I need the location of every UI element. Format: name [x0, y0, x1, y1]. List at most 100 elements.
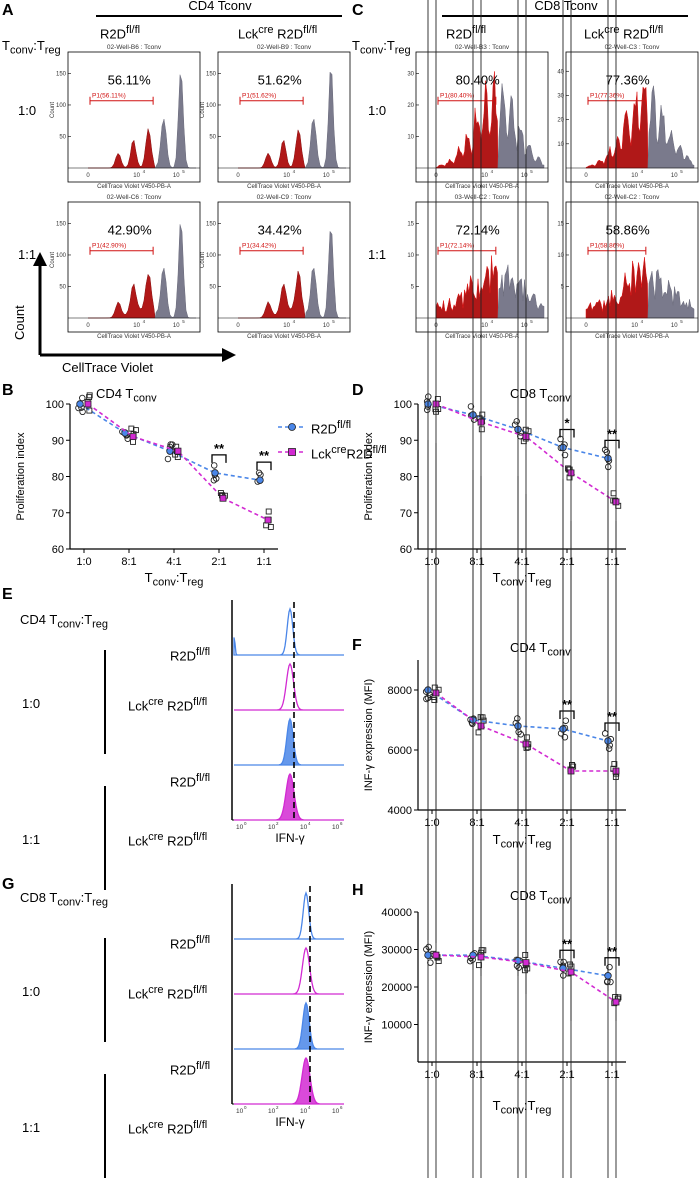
panel-c-col1: R2Dfl/fl [446, 24, 487, 42]
replicate-point [128, 425, 135, 432]
x-tick-label: 10 [236, 1108, 244, 1115]
y-tick-label: 6000 [388, 745, 412, 757]
replicate-point [603, 448, 611, 456]
count-axis-label: Count [12, 305, 27, 340]
x-tick-label: 1:1 [604, 1069, 619, 1081]
mean-point-lck [477, 953, 485, 961]
replicate-point [423, 695, 430, 703]
replicate-point [265, 508, 272, 515]
x-tick-label: 4:1 [514, 817, 529, 829]
y-tick-label: 150 [56, 221, 67, 227]
gate-percentage: 72.14% [456, 222, 501, 237]
panel-e-row-1: 1:0 [22, 696, 41, 711]
histogram-trace-4 [234, 1056, 344, 1105]
panel-a-col2: Lckcre R2Dfl/fl [238, 24, 318, 42]
x-axis-label: IFN-γ [275, 1115, 304, 1129]
y-tick-label: 20 [557, 118, 564, 124]
gate-percentage: 51.62% [258, 72, 303, 87]
significance-bracket [559, 949, 575, 959]
y-tick-label: 60 [52, 544, 64, 556]
panel-letter-g: G [2, 876, 15, 893]
significance-bracket [559, 428, 575, 438]
panel-a-col1: R2Dfl/fl [100, 24, 141, 42]
panel-a-histogram-3: P1(42.90%)42.90%02-Well-C6 : Tconv501001… [50, 194, 201, 340]
replicate-point [86, 394, 93, 401]
x-tick-label: 1:0 [424, 556, 439, 568]
x-axis-label: CellTrace Violet V450-PB-A [595, 184, 669, 190]
replicate-point [255, 469, 263, 477]
y-tick-label: 20 [407, 103, 414, 109]
panel-a-row-1: 1:0 [18, 103, 37, 118]
mean-point-lck [432, 951, 440, 959]
replicate-point [431, 697, 438, 703]
panel-e-bracket-2 [104, 786, 106, 890]
x-tick-exponent: 5 [182, 319, 185, 324]
x-axis-label: CellTrace Violet V450-PB-A [445, 184, 519, 190]
y-tick-label: 100 [206, 253, 217, 259]
panel-c-header-line [442, 15, 688, 17]
replicate-point [210, 462, 218, 469]
y-tick-label: 100 [206, 103, 217, 109]
replicate-point [515, 964, 523, 971]
x-tick-label: 1:0 [424, 1069, 439, 1081]
replicate-point [425, 943, 432, 951]
mean-point-lck [264, 516, 272, 524]
y-tick-label: 100 [394, 399, 412, 411]
replicate-point [610, 490, 617, 497]
series-line-r2d [79, 403, 261, 481]
x-tick-exponent: 5 [680, 169, 683, 174]
replicate-point [79, 408, 86, 416]
significance-bracket [559, 710, 575, 719]
well-title: 02-Well-C3 : Tconv [605, 44, 660, 51]
y-tick-label: 5 [411, 284, 415, 290]
x-tick-exponent: 4 [491, 319, 494, 324]
y-tick-label: 80 [400, 472, 412, 484]
x-tick-label: 10 [173, 173, 180, 179]
y-tick-label: 90 [400, 435, 412, 447]
panel-a-ratio-label: Tconv:Treg [2, 38, 61, 57]
y-tick-label: 15 [407, 221, 414, 227]
panel-g-label-r2d-2: R2Dfl/fl [170, 1060, 211, 1078]
x-tick-label: 10 [332, 824, 340, 831]
replicate-point [476, 962, 482, 969]
panel-b-title: CD4 Tconv [96, 386, 157, 405]
mean-point-r2d [604, 972, 612, 980]
y-tick-label: 15 [557, 221, 564, 227]
y-tick-label: 70 [52, 508, 64, 520]
replicate-point [561, 451, 569, 459]
gate-percentage: 77.36% [606, 72, 651, 87]
panel-a-histogram-2: P1(51.62%)51.62%02-Well-B9 : Tconv501001… [200, 44, 351, 190]
x-tick-label: 2:1 [559, 1069, 574, 1081]
x-tick-label: 10 [332, 1108, 340, 1115]
x-tick-label: 10 [300, 1108, 308, 1115]
well-title: 02-Well-C6 : Tconv [107, 194, 162, 201]
y-axis-label: INF-γ expression (MFI) [363, 931, 375, 1043]
y-tick-label: 50 [209, 284, 216, 290]
histogram-trace-1 [233, 607, 344, 656]
histogram-trace-4 [234, 772, 344, 821]
y-axis-label: Proliferation index [363, 432, 375, 521]
significance-bracket [604, 439, 620, 449]
x-tick-label: 0 [236, 173, 240, 179]
mean-point-lck [612, 998, 620, 1006]
replicate-point [569, 762, 576, 769]
x-tick-label: 2:1 [559, 556, 574, 568]
x-tick-exponent: 0 [244, 1105, 247, 1110]
well-title: 02-Well-C9 : Tconv [257, 194, 312, 201]
mean-point-r2d [76, 400, 84, 408]
significance-stars: ** [607, 426, 618, 441]
x-tick-exponent: 5 [332, 169, 335, 174]
legend-lck: LckcreR2Dfl/fl [311, 444, 387, 462]
x-tick-label: 10 [323, 173, 330, 179]
y-tick-label: 90 [52, 435, 64, 447]
gate-label: P1(77.36%) [590, 93, 624, 100]
replicate-point [164, 455, 172, 463]
replicate-point [522, 951, 529, 958]
panel-g-row-2: 1:1 [22, 1120, 41, 1135]
x-tick-exponent: 4 [308, 821, 311, 826]
y-tick-label: 50 [59, 134, 66, 140]
y-tick-label: 40000 [381, 907, 412, 919]
y-tick-label: 10 [407, 253, 414, 259]
panel-g-label-r2d-1: R2Dfl/fl [170, 934, 211, 952]
